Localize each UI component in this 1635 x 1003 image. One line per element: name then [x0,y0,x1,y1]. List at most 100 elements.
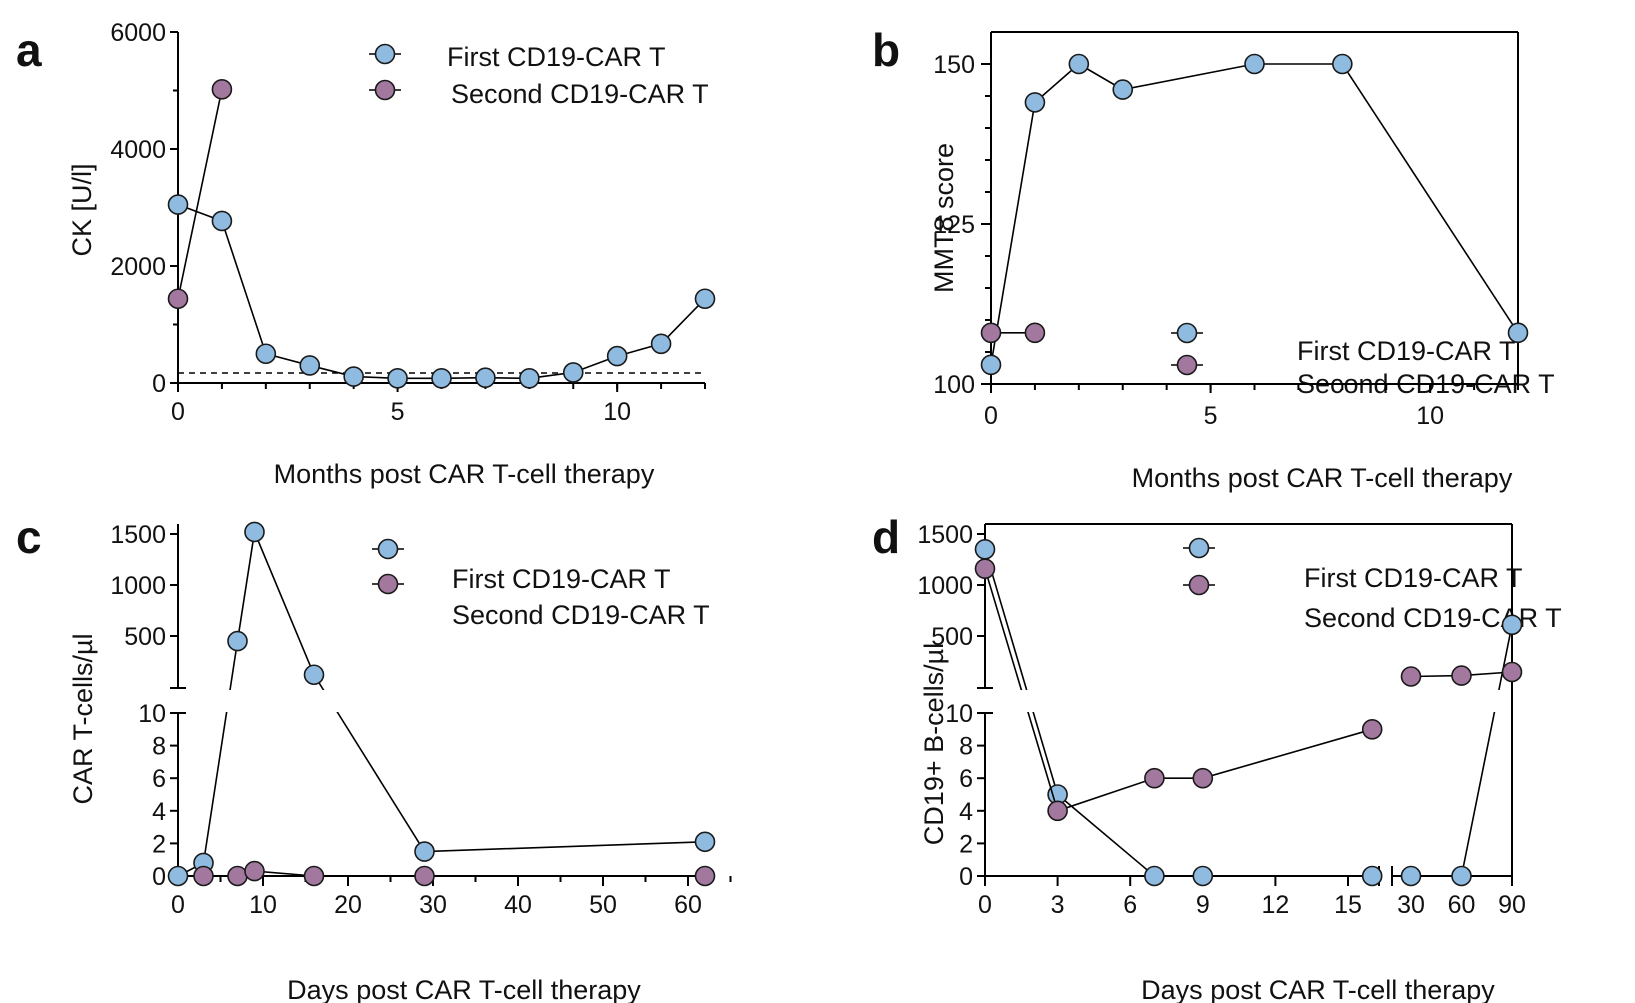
panel-b-xlabel: Months post CAR T-cell therapy [1132,463,1513,493]
panel-letter-c: c [16,511,42,563]
panel-c-break-gap [200,690,360,712]
panel-a-point-first [255,343,277,365]
panel-d-ytick-label: 0 [959,863,973,891]
panel-b-point-first [980,354,1002,376]
panel-c-xtick-label: 50 [589,891,617,919]
panel-d-legend-marker-first-dot [1188,537,1210,559]
panel-b-point-first [1332,53,1353,75]
panel-b-point-second [1024,322,1046,344]
panel-c-xtick-label: 60 [674,891,702,919]
panel-a-point-first [167,194,189,215]
panel-b-legend-marker-second-dot [1176,354,1198,376]
panel-d-ytick-label: 8 [959,733,973,761]
panel-c-legend-marker-first-dot [377,538,399,560]
panel-d-legend-second: Second CD19-CAR T [1304,603,1562,633]
panel-d-point-first [1192,865,1214,887]
panel-b-point-first [1024,92,1046,113]
panel-d-legend-first: First CD19-CAR T [1304,563,1523,593]
panel-a-xtick-label: 5 [391,398,405,426]
panel-a-point-first [431,368,452,389]
panel-a-legend-marker-second-dot [374,79,396,101]
panel-a-point-first [343,366,364,387]
panel-b-ytick-label: 150 [933,51,975,79]
panel-d-ytick-label: 4 [959,798,973,826]
panel-a-series-line-1 [177,89,223,299]
panel-c-point-second [244,860,265,882]
panel-a-point-first [299,355,321,376]
panel-b-point-first [1112,79,1134,100]
panel-a-ytick-label: 2000 [110,253,166,281]
panel-a-legend-first: First CD19-CAR T [447,42,666,72]
panel-c-point-first [414,841,435,862]
panel-c-ytick-label: 8 [152,733,166,761]
panel-b-legend-first: First CD19-CAR T [1297,336,1516,366]
panel-d-legend-marker-second-dot [1188,574,1210,596]
panel-b-ytick-label: 125 [933,211,975,239]
panel-d-ytick-label: 2 [959,830,973,858]
panel-d-point-second [1501,661,1523,683]
panel-d-point-second [1451,665,1472,686]
panel-c-ytick-label: 6 [152,765,166,793]
panel-d-point-first [1501,614,1523,636]
panel-d-point-second [974,558,996,579]
panel-a-point-first [387,368,408,389]
panel-a-xlabel: Months post CAR T-cell therapy [274,459,655,489]
panel-a-point-second [167,288,189,310]
panel-b-legend-marker-first-dot [1176,322,1198,344]
panel-c-ylabel: CAR T-cells/µl [68,633,98,804]
panel-d-point-first [1400,865,1422,887]
panel-b-series-line-0 [990,63,1519,365]
panel-c-point-second [694,865,716,887]
panel-d-xtick-label: 90 [1498,891,1526,919]
panel-c-point-first [244,521,265,543]
panel-d-ytick-label: 1000 [917,572,973,600]
panel-a-legend-second: Second CD19-CAR T [451,79,709,109]
panel-c-xtick-label: 0 [171,891,185,919]
panel-d-break-gap [1005,690,1045,712]
panel-a-ytick-label: 4000 [110,136,166,164]
panel-d-point-second [1047,800,1068,822]
panel-a-legend-marker-first-dot [374,43,396,65]
panel-c-xtick-label: 30 [419,891,447,919]
panel-c-point-first [167,865,189,887]
panel-b-xtick-label: 10 [1416,402,1444,430]
panel-a-point-first [475,367,496,389]
panel-d-xtick-label: 9 [1196,891,1210,919]
panel-letter-a: a [16,24,42,76]
panel-a-xtick-label: 0 [171,398,185,426]
panel-d-xtick-label: 15 [1334,891,1362,919]
panel-d-point-first [1144,865,1165,887]
panel-a-point-first [562,362,584,383]
panel-c-point-second [227,865,248,887]
panel-b-ytick-label: 100 [933,371,975,399]
panel-c-xtick-label: 10 [249,891,277,919]
panel-c-ytick-label: 10 [138,700,166,728]
panel-a-ytick-label: 0 [152,370,166,398]
panel-d-ytick-label: 6 [959,765,973,793]
panel-d-ytick-label: 1500 [917,521,973,549]
panel-c-legend-marker-second-dot [377,573,399,595]
panel-b-point-second [980,322,1002,344]
panel-c-point-first [303,664,325,686]
panel-d-point-second [1361,718,1383,740]
panel-c-point-first [227,630,248,652]
panel-d-xlabel: Days post CAR T-cell therapy [1141,975,1495,1003]
panel-c-point-second [303,865,325,887]
panel-d-ylabel: CD19+ B-cells/µl [919,643,949,845]
panel-letter-d: d [872,511,900,563]
panel-a-point-first [519,368,540,389]
panel-d-xtick-label: 60 [1448,891,1476,919]
panel-c-point-first [694,831,716,853]
panel-b-xtick-label: 0 [984,402,998,430]
panel-b-ylabel: MMT8 score [929,143,959,293]
panel-a-point-first [650,333,672,355]
panel-c-xtick-label: 40 [504,891,532,919]
panel-a-point-first [606,345,628,367]
panel-b-point-first [1244,53,1265,75]
panel-a-ytick-label: 6000 [110,19,166,47]
panel-d-series-line-left-0 [984,549,1373,877]
panel-a-point-second [211,79,233,100]
panel-c-xtick-label: 20 [334,891,362,919]
panel-d-point-second [1192,767,1214,789]
panel-d-series-line-right-0 [1411,624,1513,877]
